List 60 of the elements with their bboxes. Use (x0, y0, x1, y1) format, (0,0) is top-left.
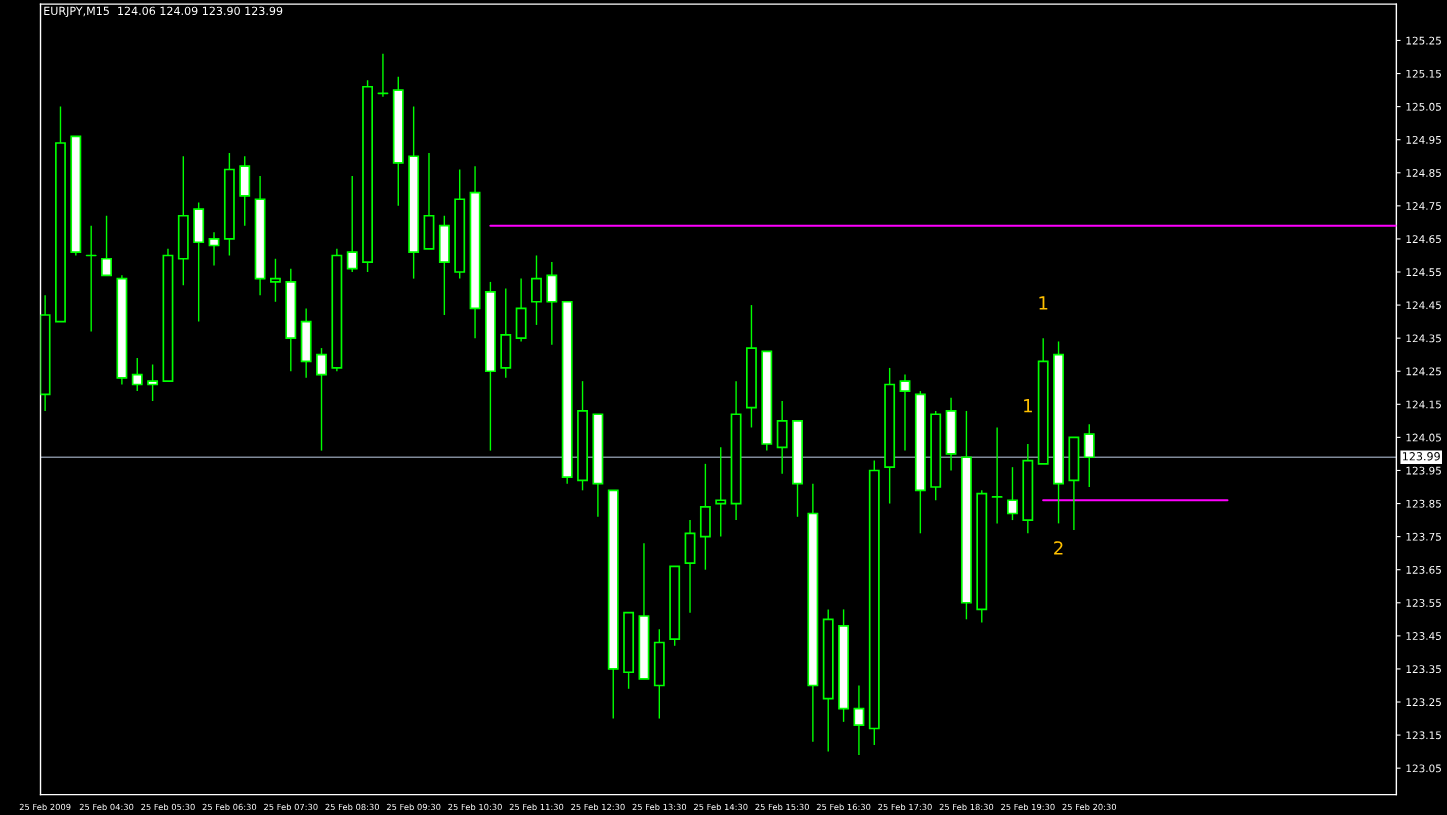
x-tick-label: 25 Feb 07:30 (264, 803, 318, 811)
x-tick-label: 25 Feb 10:30 (448, 803, 502, 811)
annotation: 1 (1039, 296, 1048, 310)
annotation: 1 (1024, 399, 1032, 413)
ref-line-label: 123.99 (1403, 452, 1440, 461)
chart-title: EURJPY,M15 124.06 124.09 123.90 123.99 (44, 6, 283, 18)
y-tick-label: 124.45 (1406, 301, 1441, 310)
y-tick-label: 123.55 (1406, 599, 1441, 607)
candlestick (346, 175, 358, 273)
x-tick-label: 25 Feb 14:30 (694, 803, 748, 811)
y-tick-label: 124.35 (1406, 334, 1441, 343)
x-tick-label: 25 Feb 18:30 (939, 803, 994, 811)
candlestick (316, 347, 327, 452)
candlestick (853, 684, 865, 756)
x-tick-label: 25 Feb 09:30 (386, 803, 441, 811)
candlestick (147, 363, 159, 402)
y-tick-label: 124.25 (1406, 367, 1441, 376)
x-tick-label: 25 Feb 11:30 (509, 803, 564, 811)
candlestick (270, 258, 281, 303)
y-tick-label: 124.55 (1406, 268, 1441, 277)
x-tick-label: 25 Feb 19:30 (1001, 803, 1055, 811)
y-tick-label: 123.85 (1406, 499, 1441, 508)
x-tick-label: 25 Feb 20:30 (1062, 803, 1117, 811)
y-tick-label: 124.95 (1406, 135, 1441, 144)
y-tick-label: 123.95 (1406, 466, 1441, 475)
y-tick-label: 123.25 (1406, 698, 1441, 707)
x-tick-label: 25 Feb 15:30 (755, 803, 809, 811)
y-tick-label: 124.15 (1406, 400, 1441, 409)
y-tick-label: 124.85 (1406, 169, 1441, 177)
y-tick-label: 125.25 (1406, 36, 1441, 45)
y-tick-label: 123.75 (1406, 532, 1441, 541)
y-tick-label: 124.05 (1406, 433, 1441, 442)
candlestick (715, 446, 727, 538)
x-tick-label: 25 Feb 04:30 (79, 803, 134, 811)
annotation: 2 (1054, 541, 1063, 555)
x-tick-label: 25 Feb 16:30 (816, 803, 871, 811)
candlestick (1083, 423, 1095, 488)
candlestick (1007, 466, 1018, 521)
y-tick-label: 123.15 (1406, 731, 1441, 740)
x-tick-label: 25 Feb 2009 (19, 803, 71, 811)
candlestick (131, 357, 143, 392)
x-tick-label: 25 Feb 06:30 (202, 803, 257, 811)
y-tick-label: 123.45 (1406, 632, 1441, 640)
x-tick-label: 25 Feb 12:30 (571, 803, 625, 811)
x-tick-label: 25 Feb 08:30 (325, 803, 379, 811)
y-tick-label: 125.15 (1406, 69, 1441, 78)
y-tick-label: 123.65 (1406, 565, 1441, 574)
y-tick-label: 123.35 (1406, 665, 1441, 674)
candlestick (991, 426, 1003, 525)
y-tick-label: 125.05 (1406, 102, 1441, 111)
candlestick (101, 215, 112, 277)
x-tick-label: 25 Feb 17:30 (878, 803, 932, 811)
x-tick-label: 25 Feb 05:30 (141, 803, 195, 811)
x-tick-label: 25 Feb 13:30 (632, 803, 687, 811)
candlestick (208, 231, 220, 267)
candlestick (531, 254, 542, 326)
candlestick (899, 373, 911, 452)
y-tick-label: 124.65 (1406, 235, 1441, 244)
y-tick-label: 123.05 (1406, 764, 1441, 773)
y-tick-label: 124.75 (1406, 202, 1441, 210)
